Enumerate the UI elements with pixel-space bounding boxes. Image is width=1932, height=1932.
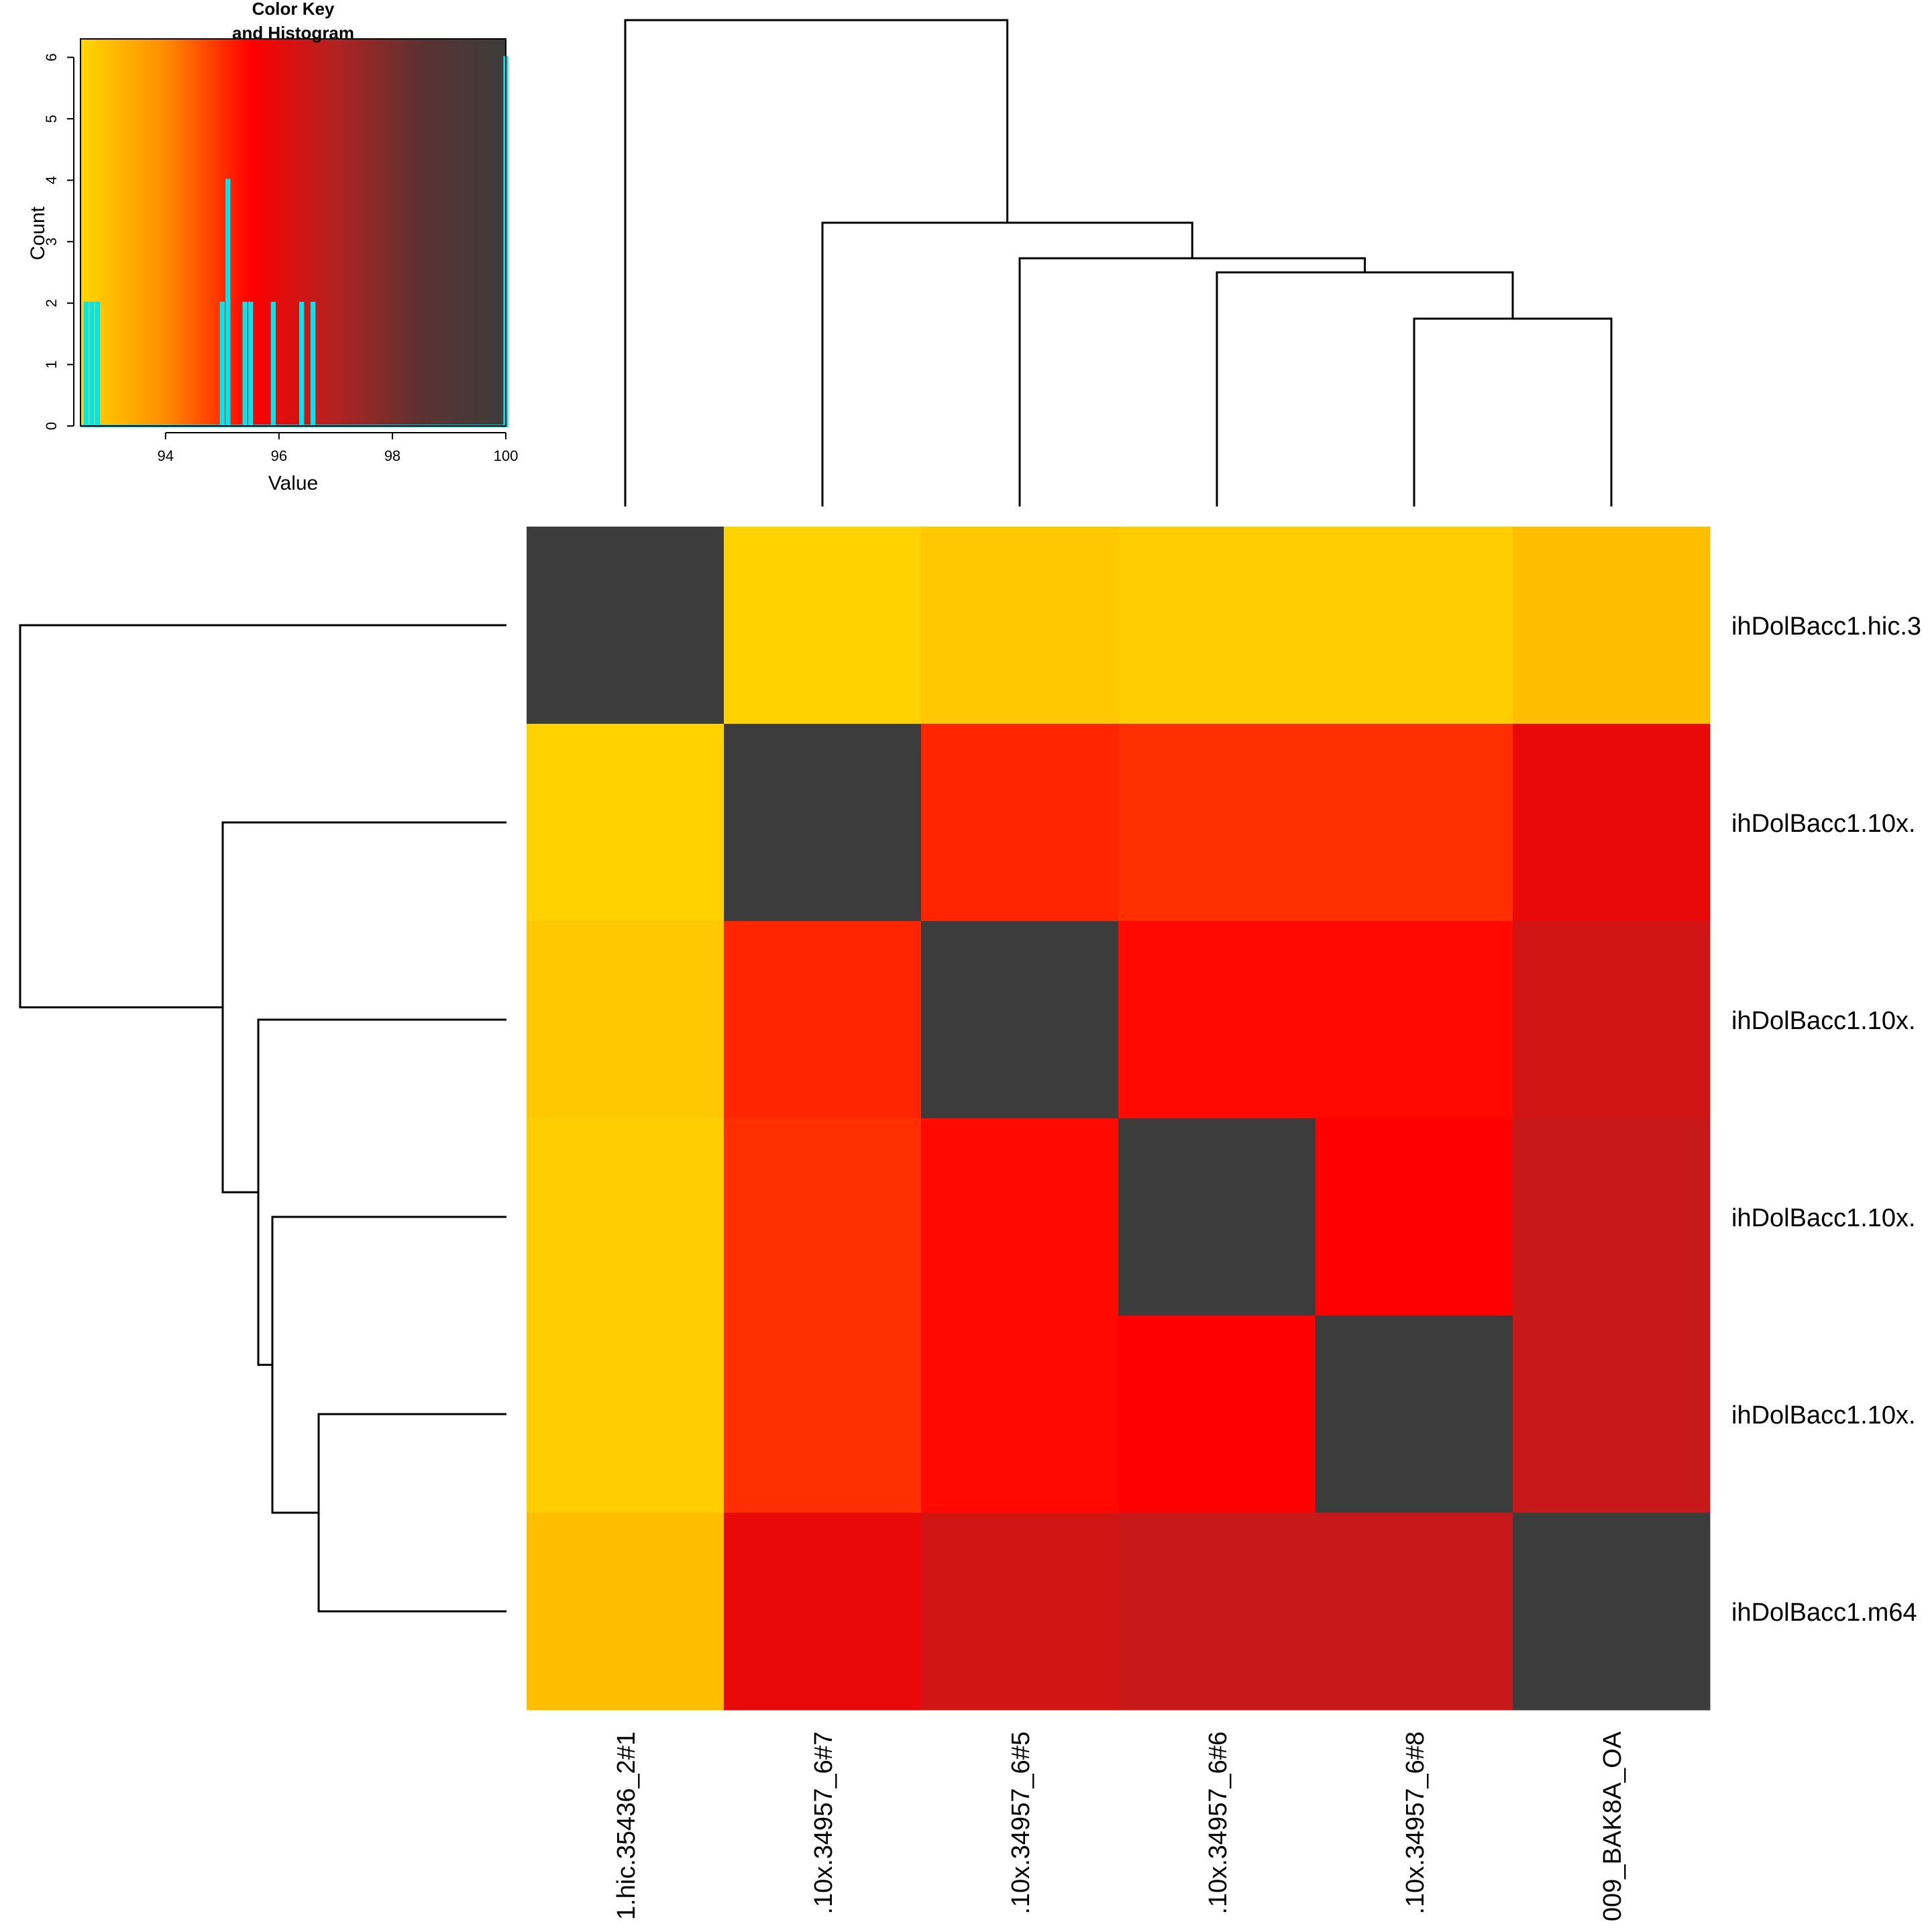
key-x-tick-label: 94	[158, 447, 174, 464]
heatmap-cell	[921, 1118, 1119, 1316]
color-key-title-line-2: and Histogram	[232, 23, 354, 43]
column-label: .10x.34957_6#7	[810, 1731, 838, 1915]
heatmap-cell	[921, 921, 1119, 1119]
heatmap-cell	[527, 921, 724, 1119]
heatmap-cell	[724, 1513, 922, 1711]
column-labels: 1.hic.35436_2#1 .10x.34957_6#7 .10x.34957_…	[612, 1731, 1627, 1921]
heatmap-cell	[921, 1513, 1119, 1711]
key-x-tick-label: 96	[271, 447, 287, 464]
heatmap-cell	[1118, 1513, 1316, 1711]
column-label: .10x.34957_6#6	[1204, 1731, 1232, 1915]
row-label: ihDolBacc1.10x.	[1731, 810, 1916, 838]
heatmap-cells	[527, 527, 1711, 1711]
column-label: .10x.34957_6#8	[1401, 1731, 1430, 1915]
color-key-frame	[80, 38, 506, 427]
heatmap-cell	[527, 1513, 724, 1711]
color-key-y-axis: 0 1 2 3 4 5 6	[43, 53, 74, 430]
row-label: ihDolBacc1.10x.	[1731, 1204, 1916, 1232]
color-key-y-label: Count	[27, 206, 49, 260]
row-label: ihDolBacc1.m64	[1731, 1599, 1917, 1627]
heatmap-cell	[1316, 1118, 1513, 1316]
color-key-histogram	[80, 56, 508, 427]
heatmap-cell	[1513, 1513, 1711, 1711]
heatmap-cell	[921, 527, 1119, 724]
color-key-gradient	[80, 39, 506, 426]
key-x-tick-label: 100	[494, 447, 519, 464]
heatmap-cell	[1513, 1118, 1711, 1316]
column-label: 009_BAK8A_OA	[1599, 1731, 1627, 1921]
row-dendrogram-branch	[317, 1413, 506, 1613]
color-key-title-line-1: Color Key	[252, 0, 335, 19]
heatmap-cell	[1513, 724, 1711, 922]
column-dendrogram-branch	[1413, 317, 1613, 506]
color-key-panel: 94 96 98 100 0 1 2 3 4 5 6 Color Key and Histogra…	[27, 0, 518, 494]
heatmap-cell	[1316, 921, 1513, 1119]
key-y-tick-label: 5	[43, 115, 60, 123]
heatmap-cell	[1118, 527, 1316, 724]
heatmap-cell	[1513, 1316, 1711, 1513]
row-label: ihDolBacc1.hic.3	[1731, 612, 1921, 641]
key-y-tick-label: 2	[43, 299, 60, 307]
column-dendrogram-branch	[1216, 271, 1514, 506]
key-y-tick-label: 0	[43, 422, 60, 430]
heatmap-cell	[527, 724, 724, 922]
row-dendrogram-branch	[271, 1216, 506, 1514]
key-x-tick-label: 98	[384, 447, 400, 464]
column-dendrogram-branch	[1018, 257, 1366, 506]
heatmap-cell	[1316, 1316, 1513, 1513]
heatmap-cell	[724, 1118, 922, 1316]
heatmap-cell	[1316, 724, 1513, 922]
key-y-tick-label: 6	[43, 53, 60, 61]
color-key-x-label: Value	[268, 472, 319, 494]
key-y-tick-label: 4	[43, 176, 60, 184]
row-label: ihDolBacc1.10x.	[1731, 1007, 1916, 1035]
column-dendrogram	[624, 19, 1613, 506]
key-y-tick-label: 1	[43, 360, 60, 368]
histogram-line	[80, 56, 508, 427]
heatmap-cell	[527, 1118, 724, 1316]
heatmap-cell	[724, 921, 922, 1119]
heatmap-cell	[1513, 921, 1711, 1119]
column-dendrogram-branch	[624, 19, 1009, 506]
heatmap-cell	[921, 1316, 1119, 1513]
row-dendrogram	[19, 624, 506, 1613]
column-label: .10x.34957_6#5	[1007, 1731, 1035, 1915]
heatmap-cell	[1118, 1316, 1316, 1513]
heatmap-cell	[527, 1316, 724, 1513]
heatmap-cell	[1118, 921, 1316, 1119]
heatmap-cell	[1513, 527, 1711, 724]
heatmap-cell	[724, 724, 922, 922]
column-label: 1.hic.35436_2#1	[612, 1731, 641, 1920]
heatmap-cell	[1118, 1118, 1316, 1316]
heatmap-cell	[724, 527, 922, 724]
row-dendrogram-branch	[19, 624, 506, 1009]
heatmap-cell	[1118, 724, 1316, 922]
heatmap-cell	[1316, 1513, 1513, 1711]
column-dendrogram-branch	[821, 221, 1193, 506]
row-labels: ihDolBacc1.hic.3 ihDolBacc1.10x. ihDolBacc…	[1731, 612, 1921, 1627]
row-dendrogram-branch	[257, 1018, 506, 1366]
color-key-x-axis: 94 96 98 100	[158, 432, 519, 464]
heatmap-cell	[527, 527, 724, 724]
heatmap-cell	[921, 724, 1119, 922]
heatmap-cell	[1316, 527, 1513, 724]
row-dendrogram-branch	[221, 821, 506, 1193]
heatmap-cell	[724, 1316, 922, 1513]
key-y-tick-label: 3	[43, 237, 60, 246]
row-label: ihDolBacc1.10x.	[1731, 1401, 1916, 1430]
